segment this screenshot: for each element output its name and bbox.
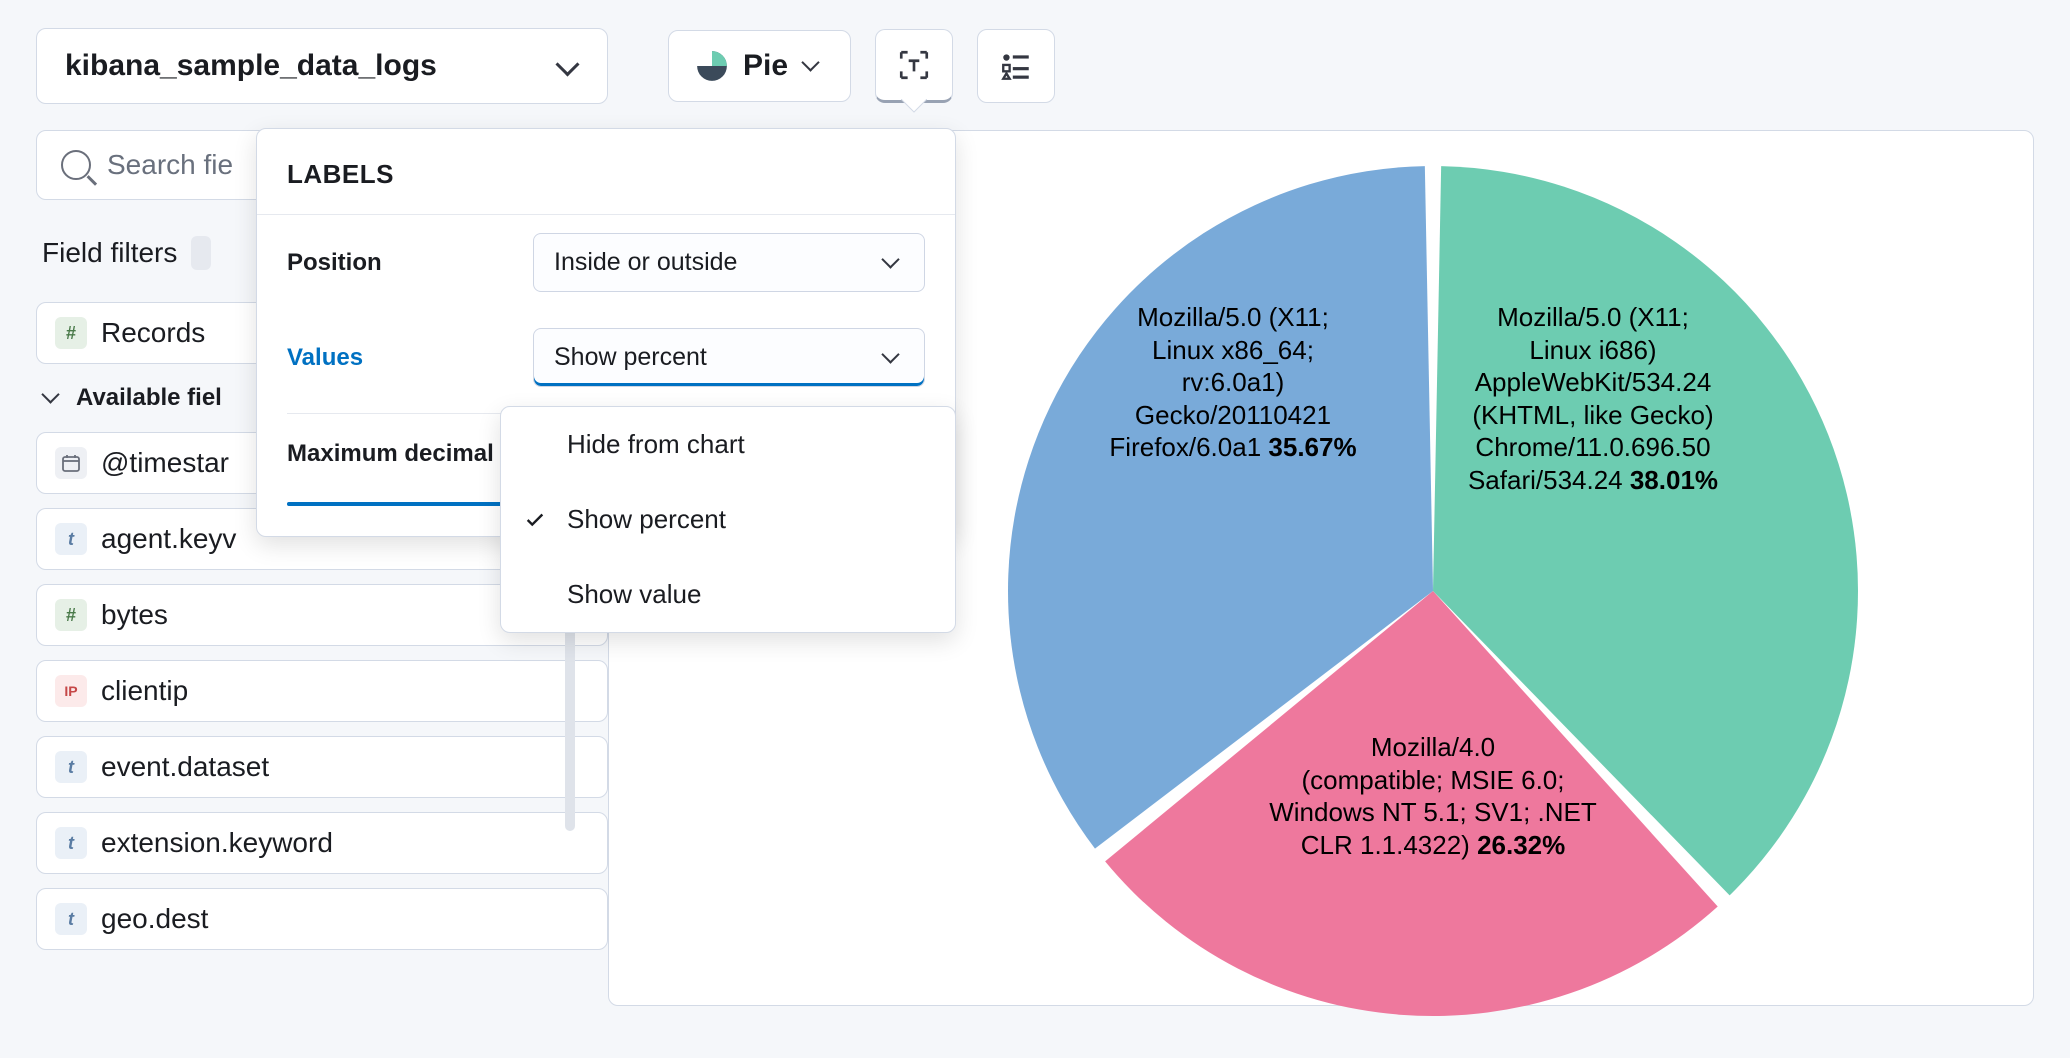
text-frame-icon [897, 48, 931, 82]
chevron-down-icon [557, 55, 579, 77]
chart-type-selector[interactable]: Pie [668, 30, 851, 102]
num-field-icon: # [55, 599, 87, 631]
datasource-label: kibana_sample_data_logs [65, 49, 437, 83]
max-decimal-label: Maximum decimal p [287, 440, 515, 468]
values-select[interactable]: Show percent [533, 328, 925, 387]
field-label: extension.keyword [101, 827, 333, 859]
field-item[interactable]: t extension.keyword [36, 812, 608, 874]
dropdown-option-label: Show value [567, 579, 701, 610]
chevron-down-icon [882, 252, 904, 274]
popover-arrow-icon [901, 99, 927, 113]
field-label: clientip [101, 675, 188, 707]
legend-toolbar-button[interactable] [977, 29, 1055, 103]
records-label: Records [101, 317, 205, 349]
field-label: bytes [101, 599, 168, 631]
ip-field-icon: IP [55, 675, 87, 707]
field-item[interactable]: t geo.dest [36, 888, 608, 950]
dropdown-option[interactable]: Hide from chart [501, 407, 955, 482]
search-icon [61, 150, 91, 180]
values-dropdown: Hide from chart Show percent Show value [500, 406, 956, 633]
date-field-icon [55, 447, 87, 479]
available-fields-label: Available fiel [76, 384, 222, 412]
t-field-icon: t [55, 523, 87, 555]
pie-chart-icon [695, 49, 729, 83]
pie-slice-label: Mozilla/4.0(compatible; MSIE 6.0;Windows… [1269, 731, 1597, 861]
pie-slice-label: Mozilla/5.0 (X11;Linux i686)AppleWebKit/… [1468, 301, 1718, 496]
field-item[interactable]: IP clientip [36, 660, 608, 722]
dropdown-option-label: Show percent [567, 504, 726, 535]
labels-toolbar-button[interactable] [875, 29, 953, 103]
t-field-icon: t [55, 903, 87, 935]
dropdown-option[interactable]: Show value [501, 557, 955, 632]
number-field-icon: # [55, 317, 87, 349]
check-icon [521, 509, 549, 531]
chart-type-label: Pie [743, 49, 788, 83]
search-placeholder: Search fie [107, 149, 233, 181]
pie-slice-label: Mozilla/5.0 (X11;Linux x86_64;rv:6.0a1)G… [1109, 301, 1356, 464]
position-label: Position [287, 249, 513, 277]
chevron-down-icon [42, 387, 64, 409]
legend-icon [999, 49, 1033, 83]
field-label: event.dataset [101, 751, 269, 783]
chevron-down-icon [882, 347, 904, 369]
dropdown-option[interactable]: Show percent [501, 482, 955, 557]
field-label: agent.keyv [101, 523, 236, 555]
dropdown-option-label: Hide from chart [567, 429, 745, 460]
chevron-down-icon [802, 55, 824, 77]
values-label: Values [287, 344, 513, 372]
datasource-selector[interactable]: kibana_sample_data_logs [36, 28, 608, 104]
values-value: Show percent [554, 343, 707, 372]
position-value: Inside or outside [554, 248, 737, 277]
t-field-icon: t [55, 751, 87, 783]
popover-title: LABELS [257, 159, 955, 215]
filters-count-chip [191, 236, 211, 270]
field-item[interactable]: t event.dataset [36, 736, 608, 798]
field-label: geo.dest [101, 903, 208, 935]
t-field-icon: t [55, 827, 87, 859]
field-label: @timestar [101, 447, 229, 479]
field-filters-label: Field filters [42, 237, 177, 269]
position-select[interactable]: Inside or outside [533, 233, 925, 292]
